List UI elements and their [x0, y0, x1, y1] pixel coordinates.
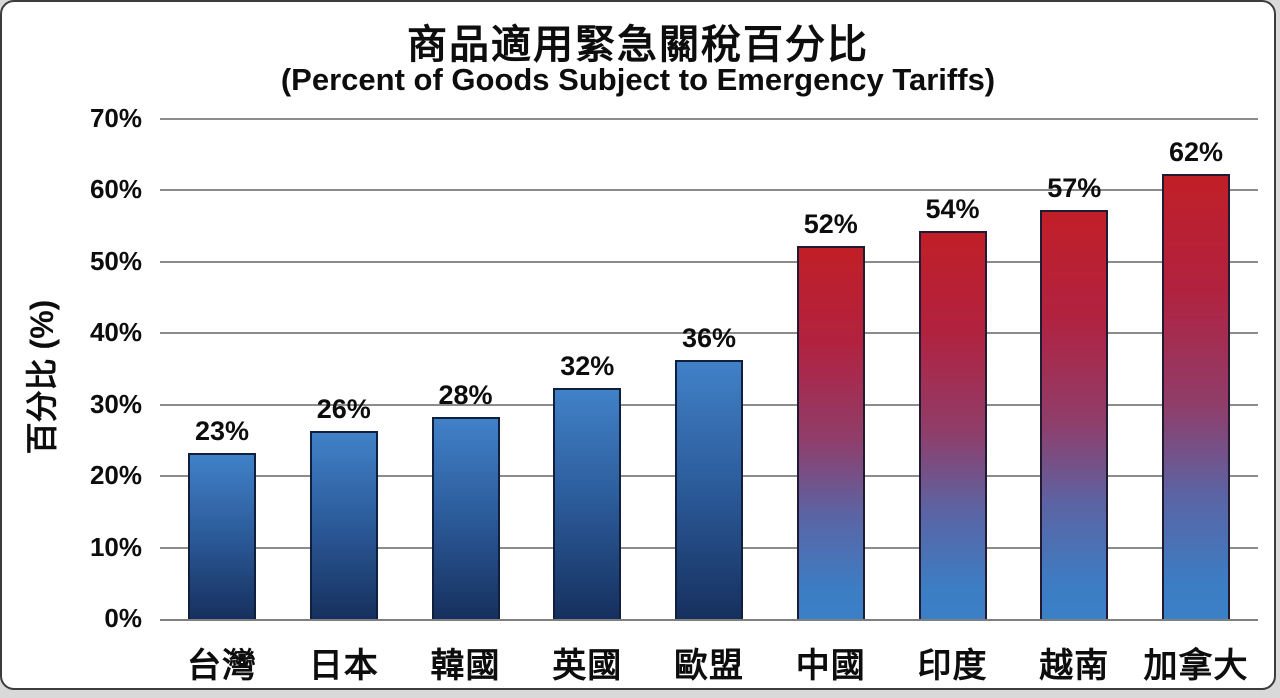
gridline: [160, 189, 1258, 192]
y-tick-30%: 30%: [89, 388, 142, 419]
gridline: [160, 118, 1258, 120]
y-tick-40%: 40%: [89, 317, 142, 348]
x-label-加拿大: 加拿大: [1143, 647, 1249, 685]
x-label-韓國: 韓國: [430, 647, 501, 685]
bar-value-label: 23%: [194, 415, 250, 446]
x-label-中國: 中國: [795, 647, 866, 685]
bar-value-label: 54%: [925, 194, 980, 225]
y-tick-10%: 10%: [89, 531, 142, 562]
x-label-歐盟: 歐盟: [674, 647, 744, 685]
gridline: [160, 260, 1258, 263]
y-tick-50%: 50%: [89, 245, 142, 276]
bar-韓國: [431, 417, 500, 619]
bar-日本: [309, 431, 378, 619]
y-tick-20%: 20%: [89, 460, 142, 491]
plot-area: 23% 26% 28% 32% 36% 52% 54% 57% 62%: [160, 118, 1258, 621]
bar-中國: [796, 245, 865, 619]
bar-value-label: 26%: [316, 394, 371, 425]
bar-台灣: [188, 452, 256, 619]
x-label-印度: 印度: [917, 647, 988, 685]
x-label-日本: 日本: [308, 647, 379, 685]
gridline: [160, 332, 1258, 335]
x-label-台灣: 台灣: [187, 647, 257, 685]
bar-value-label: 32%: [560, 351, 615, 382]
bar-越南: [1040, 209, 1109, 619]
bar-value-label: 52%: [803, 208, 858, 239]
x-axis-line: [160, 619, 1258, 621]
x-label-英國: 英國: [552, 647, 623, 685]
bar-英國: [553, 388, 622, 619]
y-tick-60%: 60%: [89, 174, 142, 205]
bar-value-label: 57%: [1047, 172, 1102, 203]
y-tick-70%: 70%: [89, 103, 142, 133]
y-tick-0%: 0%: [104, 603, 142, 633]
bar-value-label: 28%: [438, 380, 493, 410]
chart-title-chinese: 商品適用緊急關稅百分比: [407, 23, 869, 67]
bar-value-label: 36%: [681, 322, 737, 353]
bar-歐盟: [675, 359, 743, 619]
chart-title-english: (Percent of Goods Subject to Emergency T…: [280, 62, 996, 97]
bar-value-label: 62%: [1168, 137, 1224, 168]
bar-加拿大: [1162, 174, 1230, 619]
x-label-越南: 越南: [1039, 647, 1110, 685]
bar-印度: [918, 231, 987, 619]
